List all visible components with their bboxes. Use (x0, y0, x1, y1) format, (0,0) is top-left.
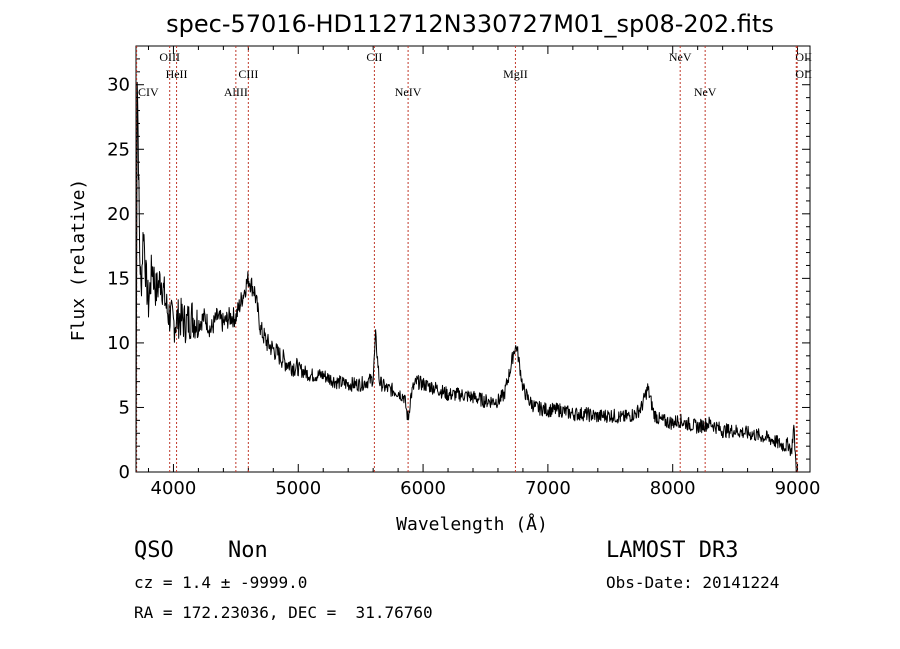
emission-line-label: AlIII (224, 85, 248, 99)
y-tick-label: 20 (107, 204, 130, 225)
x-tick-label: 7000 (525, 478, 571, 499)
observation-date: Obs-Date: 20141224 (606, 573, 780, 592)
x-axis-label: Wavelength (Å) (396, 513, 548, 535)
chart-title: spec-57016-HD112712N330727M01_sp08-202.f… (166, 10, 774, 38)
y-tick-label: 15 (107, 268, 130, 289)
emission-line-label: CIII (238, 67, 258, 81)
x-tick-label: 5000 (275, 478, 321, 499)
survey-release: LAMOST DR3 (606, 538, 739, 563)
emission-line-label: NeV (694, 85, 717, 99)
y-tick-label: 25 (107, 139, 130, 160)
emission-line-label: OII (795, 67, 812, 81)
x-tick-label: 6000 (400, 478, 446, 499)
object-subclass: Non (228, 538, 268, 563)
emission-line-label: HeII (166, 67, 188, 81)
emission-line-label: OIII (159, 50, 180, 64)
y-tick-label: 30 (107, 75, 130, 96)
emission-line-label: CII (366, 50, 382, 64)
emission-line-label: MgII (503, 67, 528, 81)
emission-line-label: CIV (138, 85, 159, 99)
y-axis-label: Flux (relative) (68, 179, 89, 342)
plot-frame (135, 45, 811, 473)
emission-line-label: NeIV (395, 85, 422, 99)
y-tick-label: 10 (107, 333, 130, 354)
coordinates: RA = 172.23036, DEC = 31.76760 (134, 603, 433, 622)
emission-line-label: NeV (669, 50, 692, 64)
x-tick-label: 9000 (775, 478, 821, 499)
x-tick-label: 8000 (650, 478, 696, 499)
y-tick-label: 5 (119, 397, 130, 418)
x-tick-label: 4000 (151, 478, 197, 499)
plot-area: 4000 5000 6000 7000 8000 9000 0 5 10 15 20 25 30 CIV O… (107, 45, 821, 499)
object-class: QSO (134, 538, 174, 563)
spectrum-line (135, 81, 797, 473)
emission-line-label: OII (795, 50, 812, 64)
redshift-cz: cz = 1.4 ± -9999.0 (134, 573, 308, 592)
y-tick-label: 0 (119, 462, 130, 483)
